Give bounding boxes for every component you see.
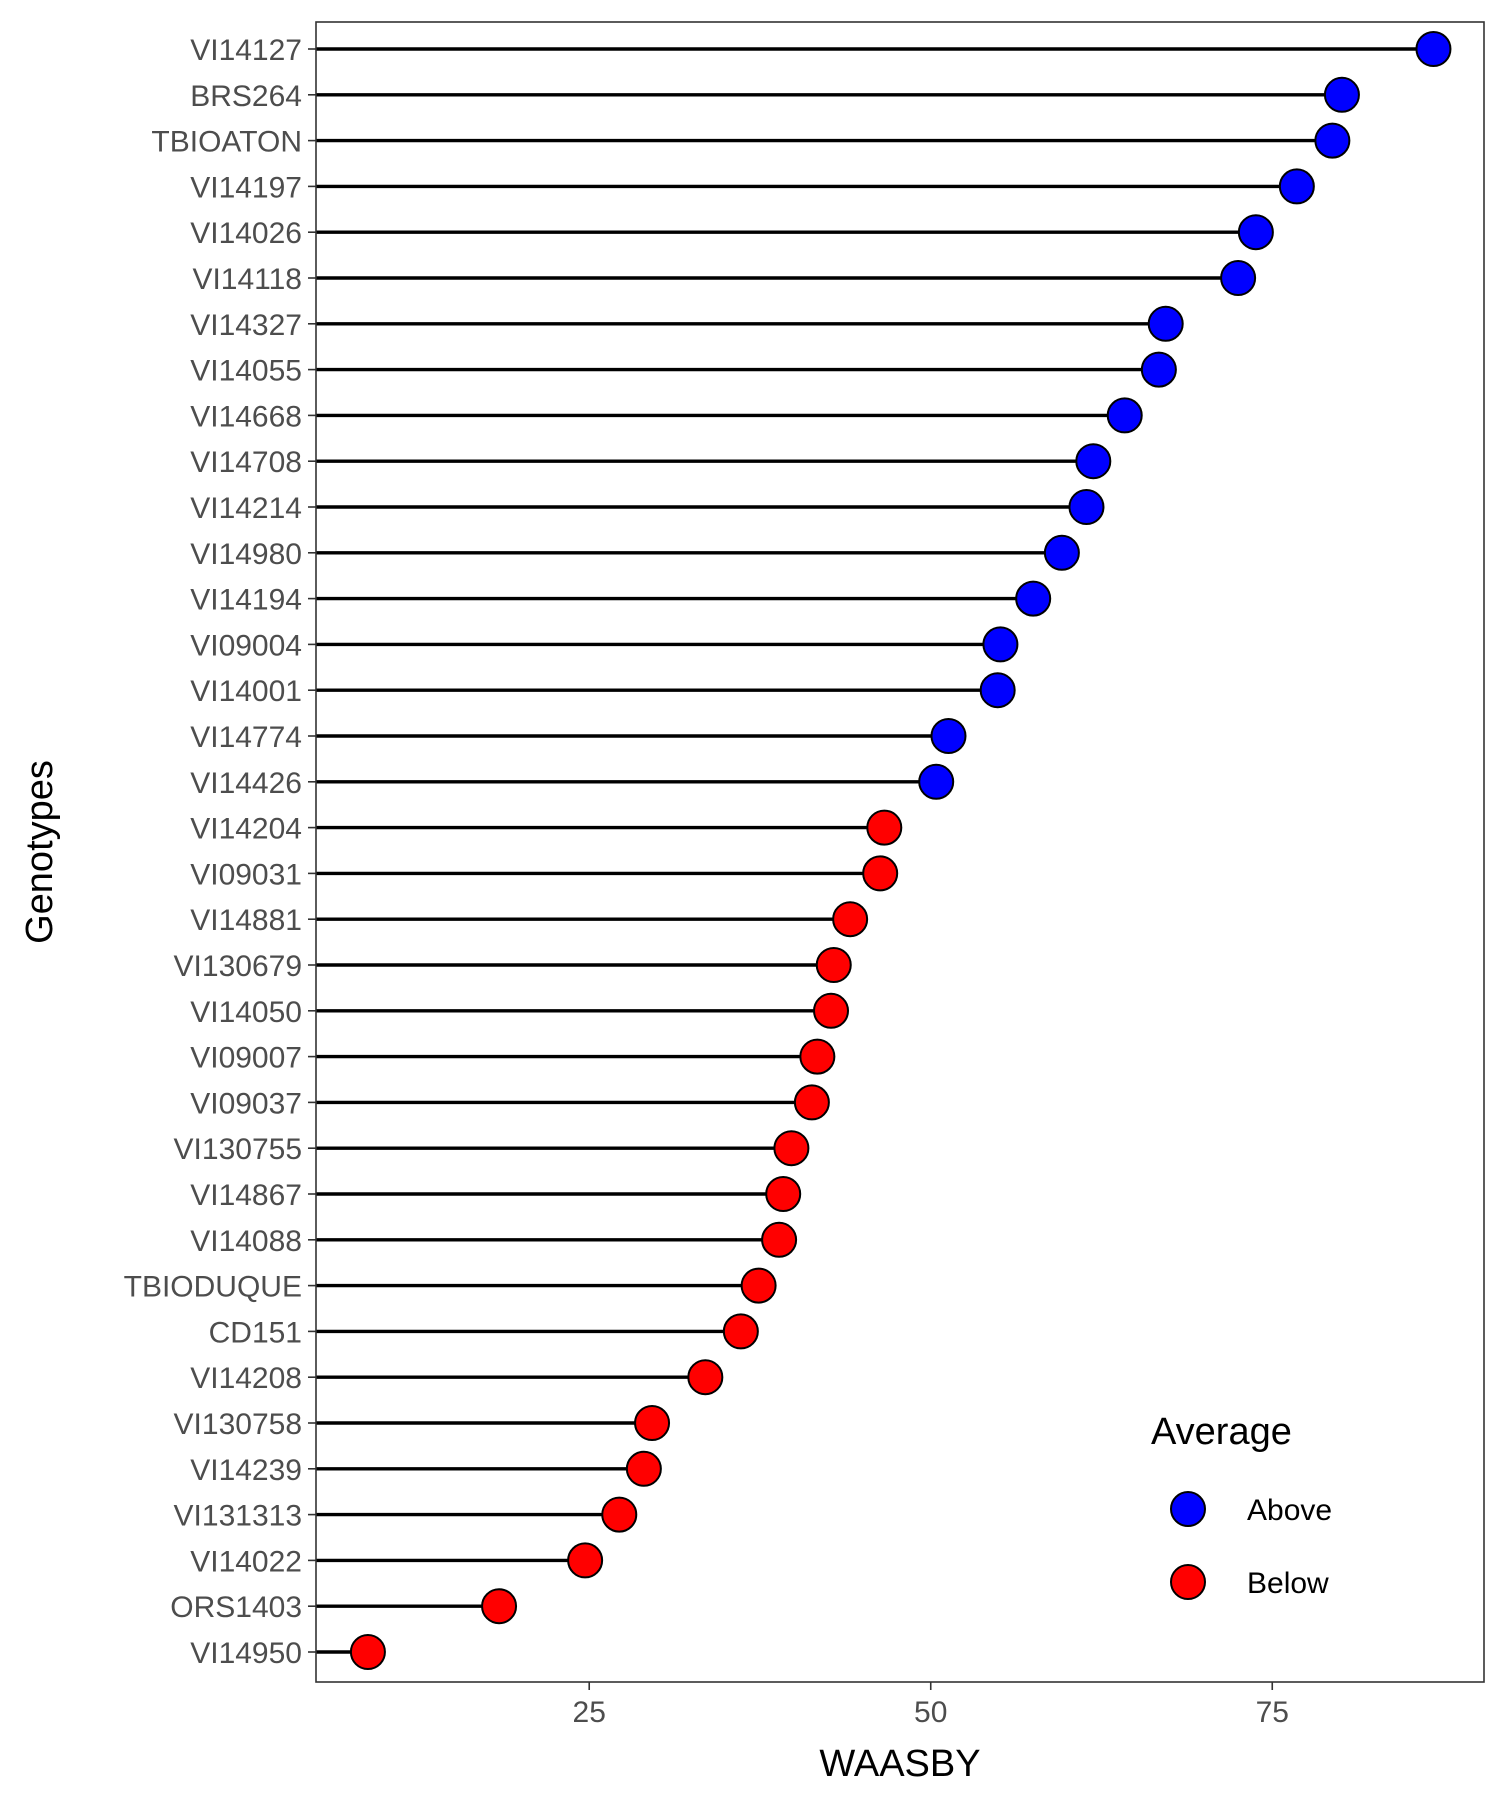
legend: Average Above Below [1151, 1411, 1332, 1600]
point-VI14668 [1106, 397, 1143, 434]
y-tick-label: VI130758 [174, 1408, 302, 1441]
y-tick-label: VI14426 [190, 767, 302, 800]
point-VI14327 [1147, 305, 1184, 342]
y-tick-label: VI14881 [190, 904, 302, 937]
y-axis-title: Genotypes [19, 760, 61, 944]
y-tick-label: VI14867 [190, 1179, 302, 1212]
point-VI14194 [1015, 580, 1052, 617]
y-tick-label: VI14088 [190, 1225, 302, 1258]
point-VI130758 [634, 1405, 671, 1441]
point-VI09037 [793, 1084, 830, 1121]
x-axis: 25 50 75 [573, 1682, 1289, 1729]
point-VI14708 [1075, 443, 1112, 480]
point-VI14055 [1140, 351, 1177, 388]
y-tick-label: VI14194 [190, 584, 302, 617]
point-VI14426 [918, 763, 955, 800]
y-tick-label: VI14239 [190, 1454, 302, 1487]
y-tick-label: VI14950 [190, 1637, 302, 1670]
point-VI14118 [1220, 260, 1257, 296]
y-tick-label: BRS264 [190, 80, 302, 113]
point-TBIOATON [1314, 122, 1351, 159]
point-VI14950 [349, 1634, 386, 1670]
point-VI14980 [1043, 534, 1080, 571]
y-tick-label: VI14022 [190, 1545, 302, 1578]
y-tick-label: VI14055 [190, 355, 302, 388]
point-VI14050 [813, 992, 850, 1029]
y-tick-label: VI14118 [192, 263, 302, 296]
point-VI14088 [761, 1221, 798, 1258]
point-VI14208 [687, 1359, 724, 1396]
x-axis-title: WAASBY [819, 1743, 980, 1785]
y-tick-label: VI130679 [174, 950, 302, 983]
y-tick-label: VI14026 [190, 217, 302, 250]
y-tick-label: CD151 [209, 1316, 302, 1349]
y-tick-label: VI14327 [190, 309, 302, 342]
points-layer [349, 31, 1452, 1670]
y-tick-label: VI14001 [190, 675, 302, 708]
point-VI14239 [625, 1450, 662, 1487]
legend-key-below [1170, 1564, 1206, 1600]
y-tick-label: VI14197 [190, 171, 302, 204]
panel-border [315, 21, 1485, 1683]
point-TBIODUQUE [740, 1267, 777, 1304]
point-VI14214 [1068, 489, 1105, 525]
point-VI14867 [765, 1176, 802, 1212]
point-VI14774 [930, 718, 967, 754]
point-VI14026 [1237, 214, 1274, 251]
legend-title: Average [1151, 1411, 1292, 1453]
point-VI130679 [815, 947, 852, 983]
point-VI14127 [1415, 31, 1452, 67]
y-tick-label: VI14668 [190, 400, 302, 433]
y-tick-label: TBIOATON [151, 126, 302, 159]
y-tick-label: VI14208 [190, 1362, 302, 1395]
y-tick-label: VI14214 [190, 492, 302, 525]
y-tick-label: ORS1403 [170, 1591, 302, 1624]
y-tick-label: VI14980 [190, 538, 302, 571]
y-tick-label: VI14050 [190, 996, 302, 1029]
point-VI09004 [982, 626, 1019, 663]
y-tick-label: TBIODUQUE [124, 1271, 302, 1304]
legend-label-above: Above [1247, 1494, 1332, 1527]
y-tick-label: VI131313 [174, 1500, 302, 1533]
point-VI14204 [866, 809, 903, 846]
y-axis: VI14127 BRS264 TBIOATON VI14197 VI14026 VI141… [124, 34, 316, 1670]
point-ORS1403 [481, 1588, 518, 1625]
point-VI09031 [862, 855, 899, 892]
point-VI14022 [567, 1542, 604, 1579]
point-VI131313 [601, 1496, 638, 1533]
y-tick-label: VI14774 [190, 721, 302, 754]
y-tick-label: VI09004 [190, 629, 302, 662]
x-tick-label: 50 [914, 1696, 947, 1729]
point-VI14001 [979, 672, 1016, 709]
y-tick-label: VI14708 [190, 446, 302, 479]
point-VI14881 [832, 901, 869, 938]
legend-label-below: Below [1247, 1567, 1329, 1600]
legend-key-above [1170, 1491, 1206, 1527]
y-tick-label: VI130755 [174, 1133, 302, 1166]
point-VI14197 [1278, 168, 1315, 205]
point-CD151 [722, 1313, 759, 1350]
point-BRS264 [1323, 76, 1360, 113]
x-tick-label: 25 [573, 1696, 606, 1729]
x-tick-label: 75 [1256, 1696, 1289, 1729]
y-tick-label: VI09007 [190, 1042, 302, 1075]
y-tick-label: VI14127 [190, 34, 302, 67]
segments-layer [316, 47, 1434, 1654]
point-VI130755 [773, 1130, 810, 1167]
y-tick-label: VI09037 [190, 1087, 302, 1120]
point-VI09007 [799, 1038, 836, 1075]
y-tick-label: VI09031 [190, 858, 302, 891]
y-tick-label: VI14204 [190, 813, 302, 846]
